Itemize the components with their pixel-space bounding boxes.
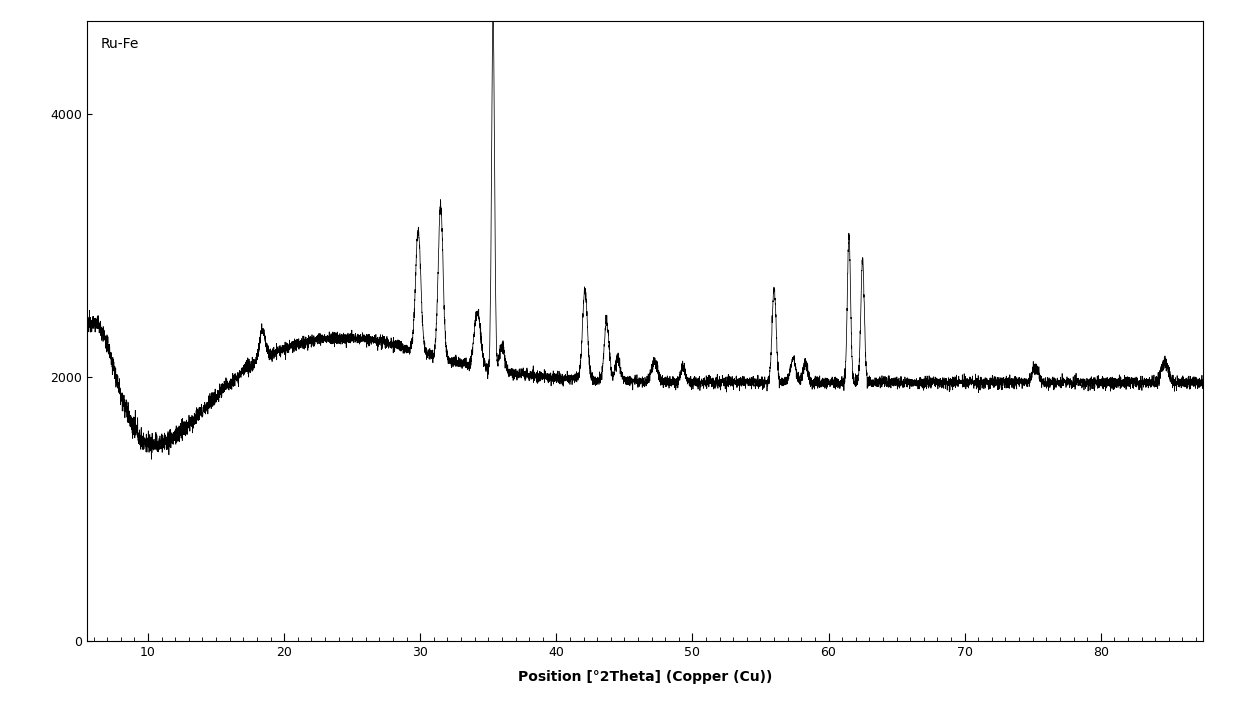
X-axis label: Position [°2Theta] (Copper (Cu)): Position [°2Theta] (Copper (Cu)) xyxy=(517,670,773,684)
Text: Ru-Fe: Ru-Fe xyxy=(100,37,139,51)
